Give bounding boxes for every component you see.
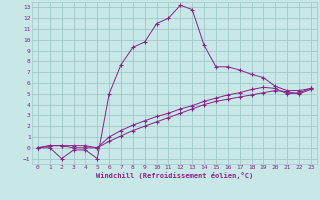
X-axis label: Windchill (Refroidissement éolien,°C): Windchill (Refroidissement éolien,°C) — [96, 172, 253, 179]
